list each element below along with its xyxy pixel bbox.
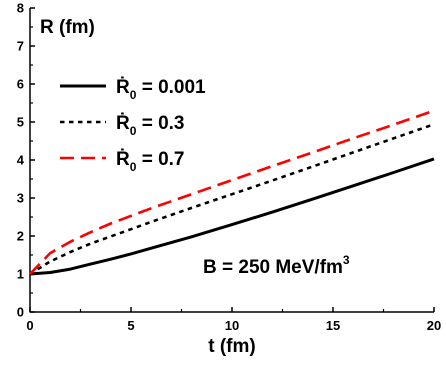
legend-label-1: Ṙ0 = 0.001 bbox=[116, 77, 206, 102]
y-tick-label: 0 bbox=[17, 305, 24, 320]
y-tick-label: 8 bbox=[17, 1, 24, 16]
annotation-superscript: 3 bbox=[343, 253, 350, 267]
y-axis-title: R (fm) bbox=[40, 17, 95, 38]
legend-label-3: Ṙ0 = 0.7 bbox=[116, 149, 185, 174]
x-tick-label: 5 bbox=[127, 318, 134, 333]
y-tick-label: 2 bbox=[17, 229, 24, 244]
series-line-3 bbox=[29, 109, 435, 275]
plot-lines bbox=[29, 109, 435, 276]
x-tick-label: 20 bbox=[427, 318, 441, 333]
x-tick-label: 15 bbox=[326, 318, 340, 333]
annotation-bag-constant: B = 250 MeV/fm3 bbox=[203, 253, 350, 278]
x-tick-label: 10 bbox=[225, 318, 239, 333]
axes: 0 1 2 3 4 5 6 7 8 0 5 10 15 20 bbox=[17, 1, 441, 334]
y-tick-label: 3 bbox=[17, 191, 24, 206]
series-line-1 bbox=[29, 157, 435, 276]
series-line-2 bbox=[29, 123, 435, 276]
legend: Ṙ0 = 0.001 Ṙ0 = 0.3 Ṙ0 = 0.7 bbox=[60, 77, 206, 174]
y-tick-label: 6 bbox=[17, 77, 24, 92]
y-tick-label: 5 bbox=[17, 115, 24, 130]
annotation-text: B = 250 MeV/fm bbox=[203, 257, 343, 278]
x-axis-title: t (fm) bbox=[208, 336, 255, 357]
y-tick-label: 4 bbox=[17, 153, 25, 168]
x-tick-label: 0 bbox=[26, 318, 33, 333]
y-tick-label: 1 bbox=[17, 267, 24, 282]
legend-label-2: Ṙ0 = 0.3 bbox=[116, 113, 185, 138]
y-tick-label: 7 bbox=[17, 39, 24, 54]
